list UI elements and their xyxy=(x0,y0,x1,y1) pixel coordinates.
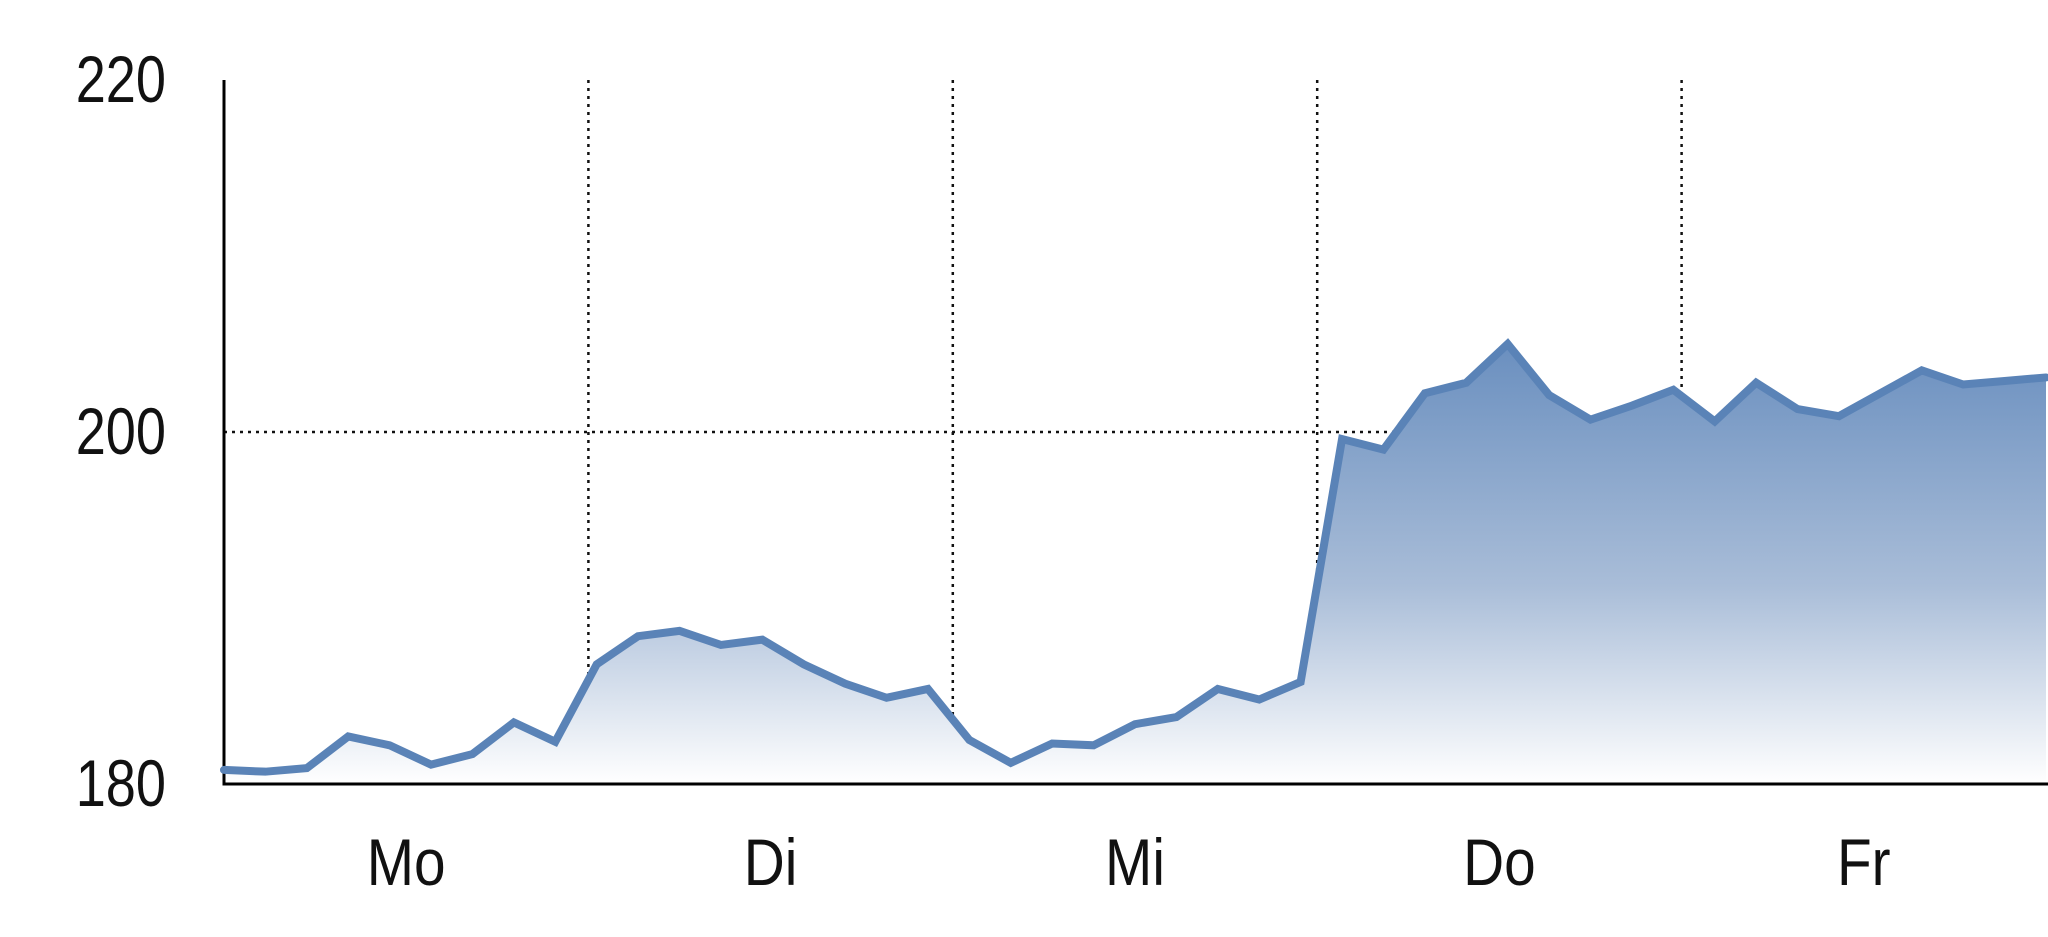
x-tick-label: Fr xyxy=(1837,826,1891,900)
x-tick-label: Mo xyxy=(367,826,446,900)
line-layer xyxy=(220,338,2048,776)
y-tick-label: 220 xyxy=(76,42,166,116)
x-axis-tick-labels: Mo Di Mi Do Fr xyxy=(367,826,1891,900)
x-tick-label: Di xyxy=(744,826,798,900)
area-fill xyxy=(224,344,2046,784)
axis-layer xyxy=(222,80,2048,786)
x-tick-label: Mi xyxy=(1105,826,1165,900)
y-tick-label: 180 xyxy=(76,746,166,820)
x-tick-label: Do xyxy=(1463,826,1536,900)
y-axis-tick-labels: 180 200 220 xyxy=(76,42,166,820)
area-layer xyxy=(224,344,2046,784)
y-tick-label: 200 xyxy=(76,394,166,468)
